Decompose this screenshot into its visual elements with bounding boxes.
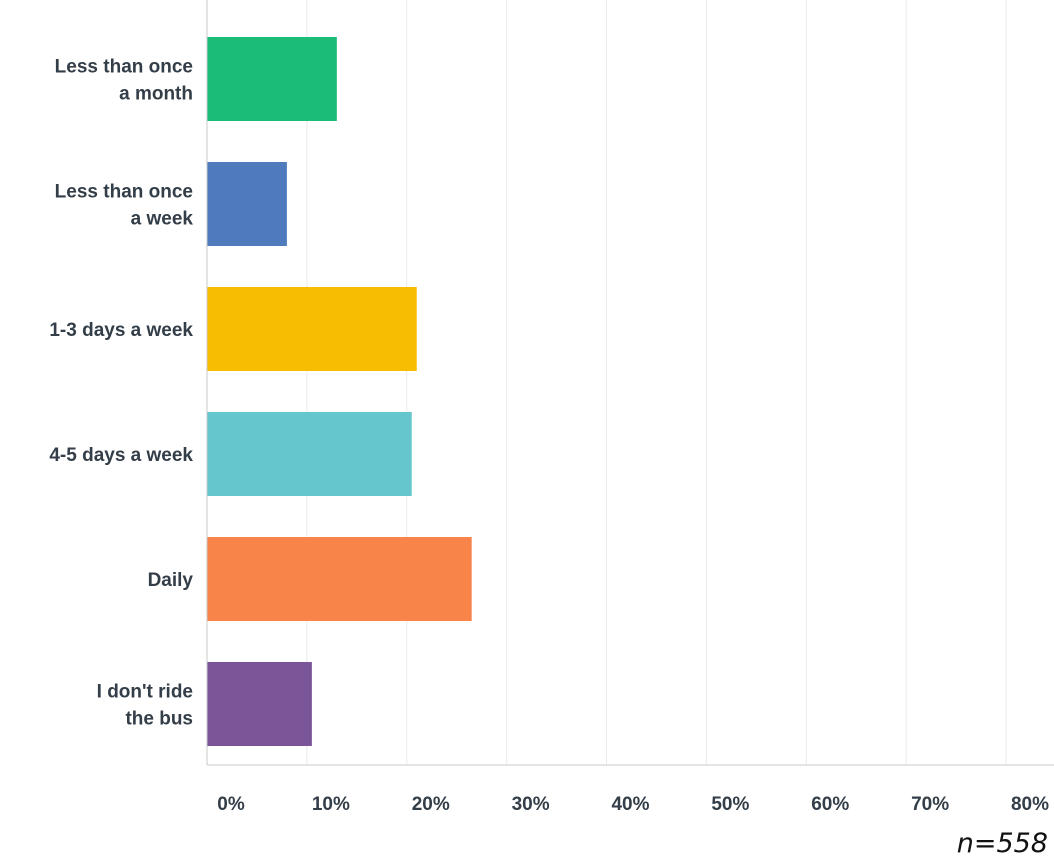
x-tick-label: 50%	[711, 794, 749, 815]
grid-lines	[306, 0, 1007, 765]
bar[interactable]	[207, 412, 412, 496]
bar-series	[207, 37, 472, 746]
category-label: Less than once a week	[55, 182, 194, 230]
x-tick-label: 40%	[611, 794, 649, 815]
category-label: I don't ride the bus	[97, 682, 193, 730]
bar[interactable]	[207, 662, 312, 746]
bar[interactable]	[207, 537, 472, 621]
x-tick-label: 60%	[811, 794, 849, 815]
bar[interactable]	[207, 162, 287, 246]
x-tick-label: 0%	[217, 794, 245, 815]
bar[interactable]	[207, 287, 417, 371]
bar[interactable]	[207, 37, 337, 121]
category-label: Daily	[148, 570, 194, 591]
x-tick-label: 30%	[512, 794, 550, 815]
x-tick-label: 10%	[312, 794, 350, 815]
x-tick-label: 20%	[412, 794, 450, 815]
x-tick-label: 70%	[911, 794, 949, 815]
category-label: 4-5 days a week	[49, 445, 193, 466]
x-axis: 0% 10% 20% 30% 40% 50% 60% 70% 80%	[206, 0, 1054, 815]
x-tick-label: 80%	[1011, 794, 1049, 815]
category-label: 1-3 days a week	[49, 320, 193, 341]
sample-size-note: n=558	[956, 828, 1048, 859]
category-labels: Less than once a month Less than once a wee…	[49, 57, 193, 730]
category-label: Less than once a month	[55, 57, 193, 105]
